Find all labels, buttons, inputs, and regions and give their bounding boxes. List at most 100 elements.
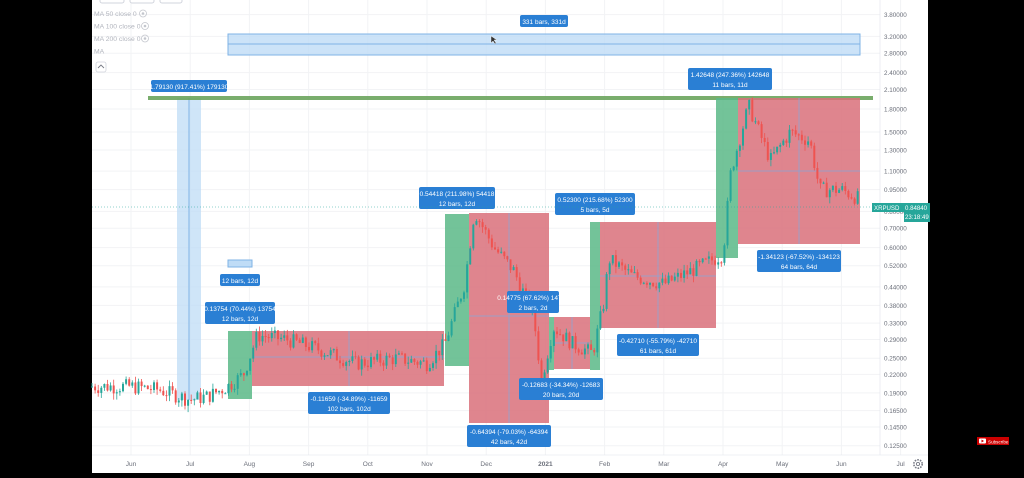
y-tick-label: 0.70000 — [884, 226, 907, 233]
candle-body — [410, 359, 413, 363]
candle-body — [800, 134, 803, 141]
candle-body — [388, 355, 391, 358]
candle-body — [242, 373, 245, 376]
y-tick-label: 0.52000 — [884, 263, 907, 270]
candle-body — [726, 200, 729, 246]
candle-body — [401, 353, 403, 355]
measure-label-subtext: 20 bars, 20d — [543, 392, 580, 399]
measure-label[interactable]: 331 bars, 331d — [520, 15, 568, 27]
measure-label-text: 0.13754 (70.44%) 13754 — [204, 306, 276, 313]
measure-label-bg — [757, 250, 841, 272]
y-tick-label: 0.12500 — [884, 443, 907, 450]
x-tick-label: 2021 — [538, 461, 553, 468]
collapse-button[interactable] — [95, 61, 107, 73]
toolbar-chip[interactable] — [129, 0, 155, 4]
candle-body — [850, 197, 853, 199]
top-level-line[interactable] — [148, 96, 873, 100]
candle-body — [766, 141, 769, 160]
candle-body — [735, 150, 738, 167]
measure-label[interactable]: 1.79130 (917.41%) 179130 — [150, 80, 229, 92]
y-tick-label: 0.14500 — [884, 424, 907, 431]
candle-body — [543, 372, 546, 379]
candle-body — [590, 344, 593, 350]
gear-icon-hub — [915, 461, 921, 467]
eye-icon[interactable] — [141, 34, 149, 43]
candle-body — [202, 394, 205, 404]
candle-body — [425, 360, 428, 372]
measure-label-text: -1.34123 (-67.52%) -134123 — [758, 254, 840, 261]
subscribe-badge[interactable]: Subscribe — [977, 437, 1009, 445]
candle-body — [478, 221, 481, 223]
candle-body — [717, 262, 720, 265]
candle-body — [416, 361, 419, 365]
measure-label-bg — [555, 193, 635, 215]
candle-body — [587, 344, 589, 349]
candle-body — [497, 249, 500, 253]
candle-body — [459, 298, 462, 302]
candle-body — [711, 256, 713, 261]
measure-label[interactable]: -0.12683 (-34.34%) -12683 20 bars, 20d — [519, 378, 603, 400]
measure-label-bg — [688, 68, 772, 90]
candle-body — [844, 186, 847, 191]
eye-icon[interactable] — [141, 22, 149, 30]
candle-body — [804, 140, 806, 145]
measure-label-text: -0.42710 (-55.79%) -42710 — [619, 338, 697, 345]
measure-label-bg — [617, 334, 699, 356]
candle-body — [742, 128, 744, 146]
measure-label[interactable]: -0.64394 (-79.03%) -64394 42 bars, 42d — [467, 425, 551, 447]
measure-label[interactable]: 0.54418 (211.98%) 54418 12 bars, 12d — [419, 187, 495, 209]
toolbar-chip[interactable] — [159, 0, 183, 4]
measure-label[interactable]: 0.14775 (67.62%) 14775 2 bars, 2d — [497, 291, 569, 313]
measure-label-text: -0.64394 (-79.03%) -64394 — [470, 429, 548, 436]
candle-body — [438, 350, 441, 356]
candle-body — [211, 388, 214, 402]
candle-body — [342, 363, 345, 366]
y-tick-label: 1.50000 — [884, 129, 907, 136]
candle-body — [565, 332, 568, 342]
measure-label[interactable]: -1.34123 (-67.52%) -134123 64 bars, 64d — [757, 250, 841, 272]
measure-label[interactable]: -0.11659 (-34.89%) -11659 102 bars, 102d — [308, 392, 390, 414]
candle-body — [332, 349, 335, 351]
candle-body — [723, 245, 726, 263]
toolbar-chip[interactable] — [99, 0, 125, 4]
measure-label[interactable]: -0.42710 (-55.79%) -42710 61 bars, 61d — [617, 334, 699, 356]
gain-box-4[interactable] — [590, 222, 600, 370]
candle-body — [221, 390, 224, 394]
current-price-tag[interactable]: XRPUSD 0.84840 23:18:49 — [872, 203, 930, 222]
chevron-up-icon — [97, 64, 105, 69]
y-tick-label: 0.38000 — [884, 303, 907, 310]
candle-body — [370, 357, 372, 368]
measure-label[interactable]: 0.13754 (70.44%) 13754 12 bars, 12d — [204, 302, 276, 324]
candle-body — [382, 362, 385, 366]
candle-body — [91, 386, 93, 388]
candle-body — [106, 384, 109, 391]
candle-body — [745, 109, 748, 129]
candle-body — [373, 357, 376, 360]
candle-body — [776, 146, 779, 153]
gain-box-2[interactable] — [445, 214, 469, 366]
candle-body — [419, 361, 422, 365]
candle-body — [171, 386, 174, 391]
candle-body — [258, 332, 261, 342]
measure-label[interactable]: 12 bars, 12d — [220, 274, 260, 286]
candle-body — [611, 255, 614, 264]
measure-label[interactable]: 0.52300 (215.68%) 52300 5 bars, 5d — [555, 193, 635, 215]
eye-icon-pupil — [141, 12, 145, 15]
candle-body — [180, 393, 183, 401]
eye-icon[interactable] — [139, 9, 147, 18]
x-tick-label: Jul — [186, 461, 195, 468]
candle-body — [518, 277, 521, 292]
candle-body — [339, 360, 341, 364]
measure-label[interactable]: 1.42648 (247.36%) 142648 11 bars, 11d — [688, 68, 772, 90]
gain-box-5[interactable] — [716, 98, 738, 258]
candle-body — [636, 272, 639, 278]
gain-box-3[interactable] — [549, 317, 554, 370]
y-tick-label: 0.80000 — [884, 209, 907, 216]
y-tick-label: 2.80000 — [884, 51, 907, 58]
gear-icon[interactable] — [912, 458, 923, 469]
range-box-small[interactable] — [227, 259, 253, 268]
candle-body — [506, 256, 509, 260]
candle-body — [193, 399, 196, 401]
